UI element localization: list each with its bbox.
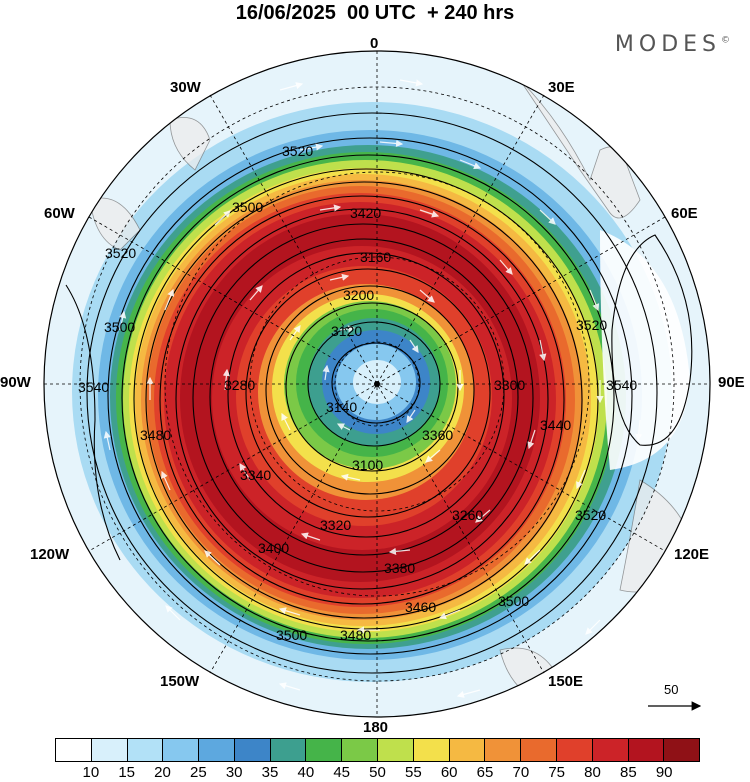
- lon-label-60w: 60W: [44, 205, 75, 222]
- lon-label-150e: 150E: [548, 673, 584, 690]
- colorbar-tick-label: 10: [82, 764, 100, 781]
- colorbar-tick-label: 65: [476, 764, 494, 781]
- colorbar-tick-label: 25: [189, 764, 207, 781]
- colorbar-swatch: [485, 739, 522, 761]
- contour-label: 3300: [494, 377, 525, 393]
- colorbar-swatch: [413, 739, 450, 761]
- contour-label: 3520: [105, 245, 136, 261]
- colorbar-tick-label: 30: [225, 764, 243, 781]
- lon-label-30e: 30E: [548, 79, 575, 96]
- contour-label: 3480: [140, 427, 171, 443]
- lon-label-60e: 60E: [671, 205, 698, 222]
- height-contours: [65, 112, 693, 674]
- contour-label: 3200: [343, 287, 374, 303]
- colorbar-tick-label: 20: [154, 764, 171, 781]
- colorbar-swatch: [91, 739, 128, 761]
- contour-label: 3460: [405, 599, 436, 615]
- colorbar-tick-label: 45: [333, 764, 350, 781]
- contour-label: 3120: [331, 323, 362, 339]
- colorbar-swatch: [556, 739, 593, 761]
- contour-label: 3500: [498, 593, 529, 609]
- colorbar-tick-label: 90: [655, 764, 673, 781]
- colorbar-swatch: [127, 739, 164, 761]
- map-boundary: [43, 50, 711, 718]
- contour-label: 3320: [320, 517, 351, 533]
- contour-label-group: 3520 3500 3420 3460 3380 3280 3320 3200 …: [78, 143, 637, 643]
- lon-label-150w: 150W: [160, 673, 200, 690]
- colorbar-tick-label: 70: [512, 764, 530, 781]
- contour-label: 3500: [276, 627, 307, 643]
- map-title: 16/06/2025 00 UTC + 240 hrs: [235, 2, 515, 24]
- contour-label: 3160: [360, 249, 391, 265]
- colorbar-tick-label: 60: [440, 764, 458, 781]
- colorbar-swatch: [521, 739, 557, 761]
- contour-label: 3280: [224, 377, 255, 393]
- contour-label: 3520: [576, 317, 607, 333]
- contour-label: 3520: [282, 143, 313, 159]
- colorbar-tick-label: 40: [297, 764, 315, 781]
- contour-label: 3540: [606, 377, 637, 393]
- contour-label: 3520: [575, 507, 606, 523]
- contour-label: 3440: [540, 417, 571, 433]
- lon-label-90e: 90E: [718, 374, 745, 391]
- lon-label-120w: 120W: [30, 546, 70, 563]
- contour-label: 3500: [104, 319, 135, 335]
- pole-marker: [374, 381, 380, 387]
- colorbar-tick-label: 75: [548, 764, 565, 781]
- contour-label: 3380: [384, 560, 415, 576]
- colorbar-tick-label: 50: [369, 764, 386, 781]
- colorbar-swatch: [163, 739, 200, 761]
- lon-label-90w: 90W: [0, 374, 31, 391]
- contour-label: 3340: [240, 467, 271, 483]
- contour-label: 3360: [422, 427, 453, 443]
- lon-label-30w: 30W: [170, 79, 201, 96]
- colorbar-tick-label: 15: [118, 764, 135, 781]
- colorbar-tick-label: 35: [261, 764, 279, 781]
- brand-logo: MODES©: [614, 32, 730, 57]
- colorbar-swatch: [270, 739, 307, 761]
- contour-label: 3400: [258, 540, 289, 556]
- lon-label-120e: 120E: [674, 546, 710, 563]
- colorbar-tick-label: 55: [404, 764, 422, 781]
- contour-label: 3500: [232, 199, 263, 215]
- contour-label: 3140: [326, 399, 357, 415]
- lon-label-180: 180: [363, 719, 389, 736]
- colorbar-tick-label: 85: [619, 764, 637, 781]
- wind-vectors: [103, 79, 643, 698]
- lon-label-0: 0: [370, 35, 379, 52]
- colorbar-swatch: [449, 739, 486, 761]
- colorbar-swatch: [234, 739, 271, 761]
- contour-label: 3540: [78, 379, 109, 395]
- reference-vector-label: 50: [664, 682, 679, 697]
- contour-label: 3480: [340, 627, 371, 643]
- colorbar-swatch: [199, 739, 235, 761]
- colorbar-swatch: [628, 739, 665, 761]
- colorbar-swatch: [342, 739, 379, 761]
- contour-label: 3420: [350, 205, 381, 221]
- colorbar: [55, 738, 700, 762]
- colorbar-swatch: [378, 739, 414, 761]
- colorbar-swatch: [56, 739, 92, 761]
- colorbar-swatch: [592, 739, 629, 761]
- colorbar-tick-label: 80: [584, 764, 601, 781]
- contour-label: 3100: [352, 457, 383, 473]
- colorbar-swatch: [664, 739, 700, 761]
- contour-label: 3260: [452, 507, 483, 523]
- colorbar-swatch: [306, 739, 343, 761]
